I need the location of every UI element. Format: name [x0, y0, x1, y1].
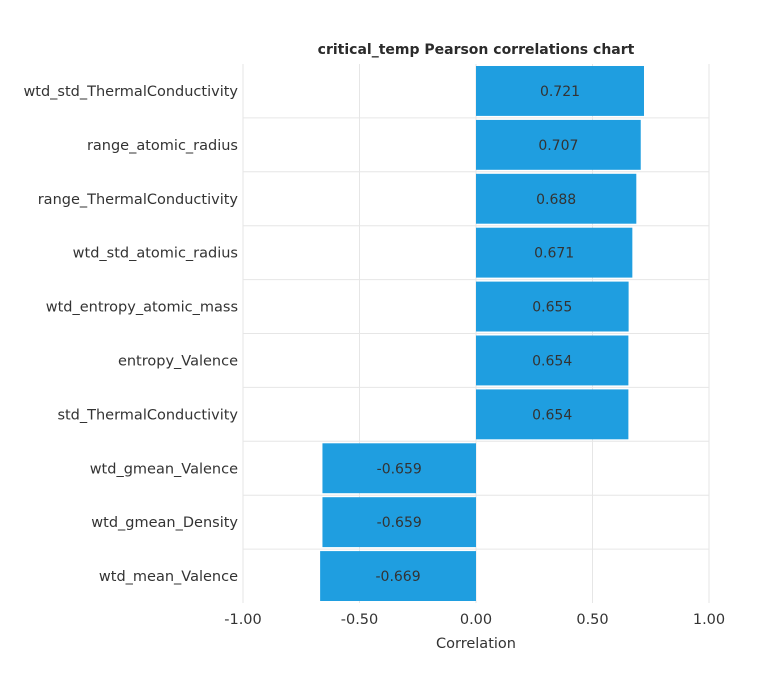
x-tick-label: 0.00 [460, 612, 492, 628]
axis-layer: -1.00 -0.50 0.00 0.50 1.00 Correlation [224, 612, 725, 652]
category-label: std_ThermalConductivity [57, 407, 238, 423]
category-label: range_atomic_radius [87, 138, 238, 154]
x-axis-title: Correlation [436, 636, 516, 652]
bar [476, 119, 641, 170]
label-layer: 0.721 wtd_std_ThermalConductivity 0.707 ran… [23, 84, 580, 585]
bar [476, 173, 637, 224]
bar-value-label: -0.659 [377, 461, 422, 477]
category-label: range_ThermalConductivity [38, 192, 239, 208]
category-label: wtd_std_ThermalConductivity [23, 84, 238, 100]
category-label: wtd_std_atomic_radius [73, 246, 238, 262]
bar-value-label: -0.659 [377, 515, 422, 531]
category-label: wtd_entropy_atomic_mass [46, 300, 238, 316]
x-tick-label: -1.00 [224, 612, 262, 628]
bar [476, 227, 633, 278]
category-label: entropy_Valence [118, 353, 238, 369]
bar-value-label: 0.688 [536, 192, 576, 208]
bar [476, 66, 644, 116]
bar-value-label: 0.671 [534, 246, 574, 262]
category-label: wtd_gmean_Valence [90, 461, 238, 477]
bar-value-label: 0.655 [532, 300, 572, 316]
bar [476, 281, 629, 332]
bar-value-label: 0.721 [540, 84, 580, 100]
bar-value-label: 0.654 [532, 407, 572, 423]
x-tick-label: 1.00 [693, 612, 725, 628]
bar-layer [320, 66, 644, 601]
bar-value-label: 0.654 [532, 353, 572, 369]
bar [320, 551, 476, 601]
bar [322, 497, 476, 548]
category-label: wtd_mean_Valence [99, 569, 238, 585]
x-tick-label: -0.50 [341, 612, 379, 628]
bar [476, 335, 629, 386]
bar-value-label: 0.707 [538, 138, 578, 154]
x-tick-label: 0.50 [576, 612, 608, 628]
category-label: wtd_gmean_Density [91, 515, 238, 531]
chart-title: critical_temp Pearson correlations chart [317, 42, 635, 58]
bar [322, 443, 476, 494]
bar-value-label: -0.669 [375, 569, 420, 585]
bar [476, 389, 629, 440]
